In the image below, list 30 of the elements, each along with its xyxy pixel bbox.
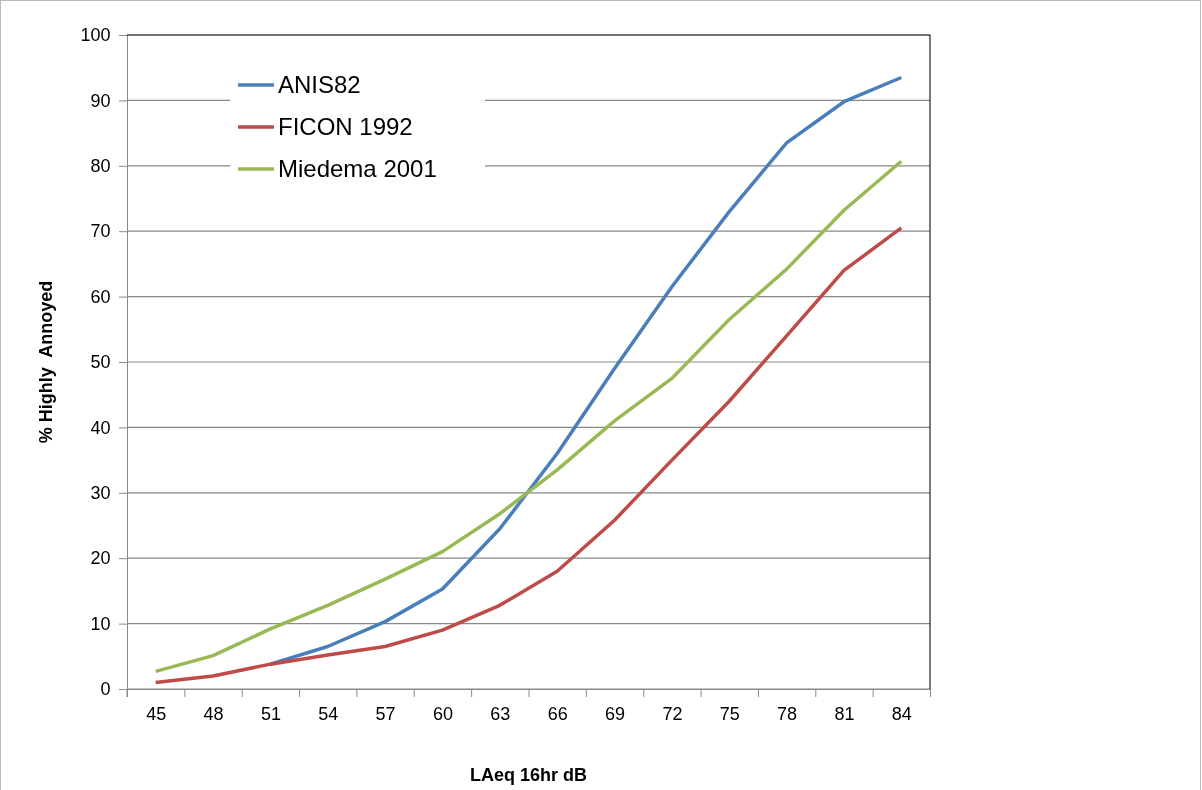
y-tick-label: 10	[90, 613, 111, 634]
legend-label: Miedema 2001	[278, 155, 437, 183]
x-tick-label: 84	[891, 703, 912, 724]
x-tick-label: 45	[146, 703, 167, 724]
x-tick-label: 78	[777, 703, 798, 724]
y-tick-label: 60	[90, 286, 111, 307]
x-tick-label: 60	[432, 703, 453, 724]
x-tick-label: 54	[318, 703, 339, 724]
legend-label: FICON 1992	[278, 113, 413, 141]
x-tick-label: 63	[490, 703, 511, 724]
y-tick-label: 80	[90, 156, 111, 177]
y-tick-label: 20	[90, 548, 111, 569]
x-axis-title: LAeq 16hr dB	[469, 765, 588, 785]
x-tick-label: 51	[260, 703, 281, 724]
legend-label: ANIS82	[278, 71, 361, 99]
y-tick-label: 70	[90, 221, 111, 242]
x-tick-label: 75	[719, 703, 740, 724]
x-tick-label: 81	[834, 703, 855, 724]
y-tick-label: 50	[90, 352, 111, 373]
y-axis-title: % Highly Annoyed	[36, 280, 56, 444]
y-tick-label: 90	[90, 90, 111, 111]
x-tick-label: 57	[375, 703, 396, 724]
x-tick-label: 66	[547, 703, 568, 724]
x-tick-label: 69	[605, 703, 626, 724]
x-tick-label: 72	[662, 703, 683, 724]
y-tick-label: 100	[80, 25, 111, 46]
x-tick-label: 48	[203, 703, 224, 724]
y-tick-label: 40	[90, 417, 111, 438]
y-tick-label: 30	[90, 483, 111, 504]
y-tick-label: 0	[100, 679, 111, 700]
